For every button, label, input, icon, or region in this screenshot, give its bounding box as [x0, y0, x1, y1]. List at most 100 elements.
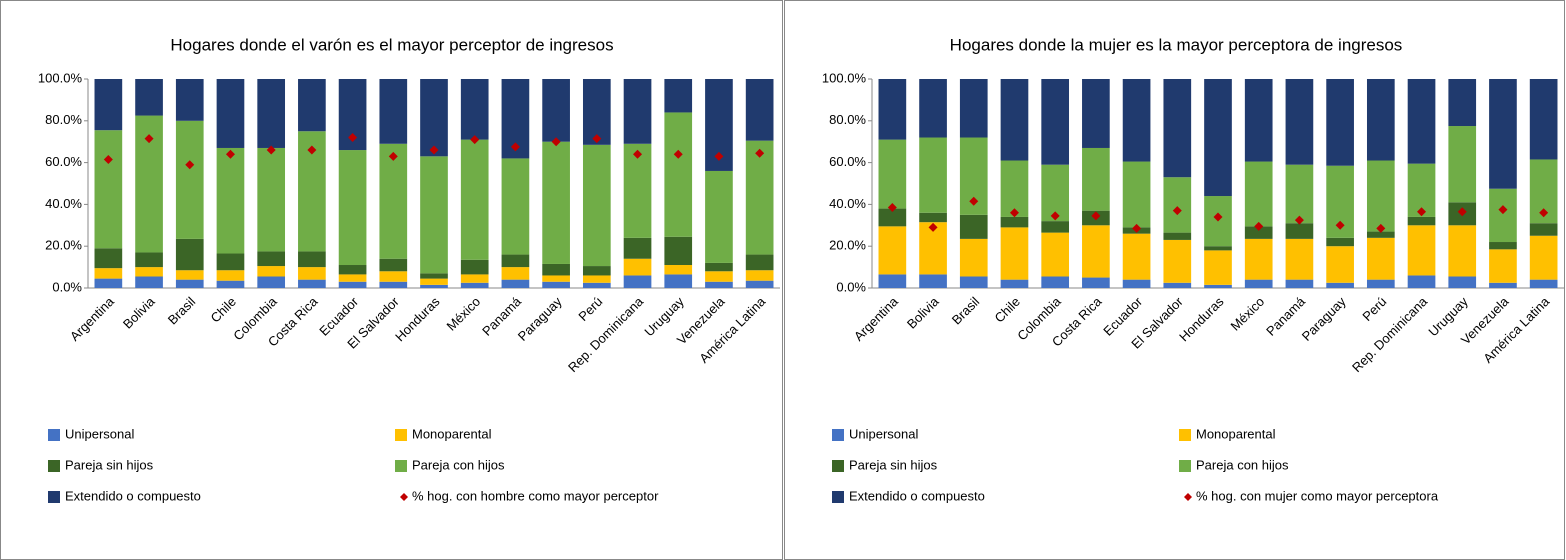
bar-segment — [216, 253, 245, 271]
bar-segment — [1244, 226, 1273, 239]
bar-segment — [501, 158, 530, 255]
bar-segment — [135, 276, 163, 288]
bar-segment — [1448, 126, 1477, 203]
bar-segment — [582, 79, 611, 145]
marker — [307, 145, 317, 155]
bar-segment — [1489, 79, 1517, 189]
bar-segment — [919, 212, 947, 223]
y-tick-label: 60.0% — [45, 154, 82, 169]
marker — [1009, 208, 1019, 218]
bar-segment — [257, 251, 286, 267]
marker — [225, 149, 235, 159]
bar-segment — [623, 275, 652, 288]
marker — [185, 160, 195, 170]
bar-segment — [175, 270, 204, 280]
bar-segment — [1163, 239, 1192, 283]
bar-segment — [1122, 233, 1151, 280]
bar-segment — [1204, 250, 1232, 285]
bar-segment — [379, 281, 408, 288]
bar-segment — [1244, 238, 1273, 280]
bar-segment — [216, 270, 245, 281]
bar-segment — [1244, 279, 1273, 288]
bar-segment — [298, 79, 326, 132]
marker — [1498, 205, 1508, 215]
bar-segment — [1285, 79, 1314, 165]
bar-segment — [705, 170, 733, 263]
legend-symbol — [832, 429, 844, 441]
bar-segment — [501, 267, 530, 280]
bar-segment — [745, 270, 774, 281]
bar-segment — [94, 268, 123, 279]
bar-segment — [1407, 275, 1436, 288]
marker — [1172, 206, 1182, 216]
bar-segment — [878, 274, 907, 288]
bar-segment — [175, 79, 204, 121]
marker — [673, 149, 683, 159]
bar-segment — [1000, 279, 1029, 288]
bar-segment — [1529, 223, 1558, 236]
bar-segment — [623, 79, 652, 144]
marker — [592, 134, 602, 144]
marker — [1091, 211, 1101, 221]
marker — [388, 151, 398, 161]
legend-label: Extendido o compuesto — [65, 488, 201, 503]
marker — [928, 222, 938, 232]
bar-segment — [1082, 277, 1110, 288]
bar-segment — [135, 267, 163, 277]
bar-segment — [582, 266, 611, 276]
bar-segment — [582, 275, 611, 283]
legend-symbol — [48, 429, 60, 441]
marker — [1294, 215, 1304, 225]
marker — [266, 145, 276, 155]
legend-symbol — [48, 460, 60, 472]
legend-label: Extendido o compuesto — [849, 488, 985, 503]
bar-segment — [919, 79, 947, 138]
marker — [633, 149, 643, 159]
bar-segment — [379, 143, 408, 259]
bar-segment — [878, 139, 907, 209]
legend-label: Monoparental — [1196, 426, 1276, 441]
bar-segment — [1489, 282, 1517, 288]
bar-segment — [959, 79, 988, 138]
bar-segment — [1326, 237, 1354, 247]
bar-segment — [1163, 232, 1192, 240]
marker — [1050, 211, 1060, 221]
legend-symbol — [832, 491, 844, 503]
bar-segment — [1366, 160, 1395, 232]
bar-segment — [420, 79, 448, 157]
legend-symbol — [48, 491, 60, 503]
bar-segment — [420, 284, 448, 288]
y-tick-label: 80.0% — [45, 112, 82, 127]
bar-segment — [94, 248, 123, 269]
bar-segment — [1489, 249, 1517, 283]
marker — [1132, 223, 1142, 233]
bar-segment — [1366, 237, 1395, 280]
y-tick-label: 0.0% — [836, 279, 866, 294]
bar-segment — [257, 276, 286, 288]
marker — [429, 145, 439, 155]
bar-segment — [216, 79, 245, 148]
bar-segment — [298, 251, 326, 268]
bar-segment — [1244, 161, 1273, 227]
legend-symbol — [1184, 493, 1192, 501]
y-tick-label: 80.0% — [829, 112, 866, 127]
bar-segment — [460, 139, 489, 260]
bar-segment — [1326, 282, 1354, 288]
chart-title: Hogares donde la mujer es la mayor perce… — [950, 35, 1403, 54]
bar-segment — [1163, 79, 1192, 178]
bar-segment — [1163, 282, 1192, 288]
bar-segment — [135, 79, 163, 116]
bar-segment — [878, 79, 907, 140]
bar-segment — [582, 144, 611, 267]
bar-segment — [1122, 79, 1151, 162]
bar-segment — [1122, 161, 1151, 228]
bar-segment — [1407, 225, 1436, 276]
bar-segment — [216, 147, 245, 254]
bar-segment — [1529, 279, 1558, 288]
bar-segment — [216, 280, 245, 288]
bar-segment — [542, 141, 570, 264]
bar-segment — [460, 274, 489, 283]
bar-segment — [1285, 223, 1314, 239]
bar-segment — [460, 79, 489, 140]
